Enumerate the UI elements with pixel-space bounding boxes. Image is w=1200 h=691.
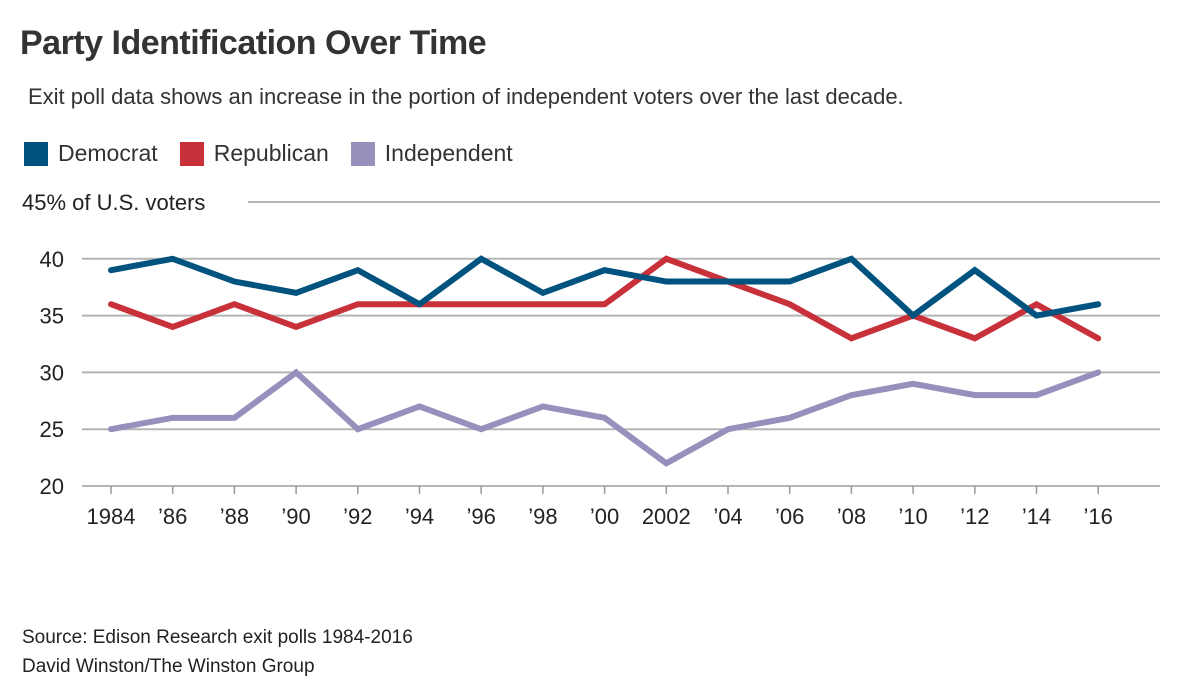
x-tick-label: ’14: [1022, 504, 1051, 529]
x-tick-label: ’90: [281, 504, 310, 529]
legend-item-democrat: Democrat: [24, 140, 158, 167]
x-tick-label: 1984: [87, 504, 136, 529]
legend: Democrat Republican Independent: [24, 140, 513, 167]
x-tick-label: ’96: [467, 504, 496, 529]
x-tick-label: ’94: [405, 504, 434, 529]
x-tick-label: ’00: [590, 504, 619, 529]
chart-title: Party Identification Over Time: [20, 24, 487, 62]
x-tick-label: ’88: [220, 504, 249, 529]
y-tick-label: 20: [40, 474, 64, 499]
y-axis-label: 45% of U.S. voters: [22, 190, 205, 215]
legend-swatch-republican: [179, 141, 204, 166]
x-tick-label: ’98: [528, 504, 557, 529]
y-tick-label: 25: [40, 417, 64, 442]
x-tick-label: ’04: [713, 504, 742, 529]
legend-label-independent: Independent: [384, 140, 513, 166]
x-tick-label: ’92: [343, 504, 372, 529]
x-tick-label: ’16: [1084, 504, 1113, 529]
legend-item-independent: Independent: [350, 140, 513, 167]
y-tick-label: 35: [40, 304, 64, 329]
legend-label-democrat: Democrat: [58, 140, 158, 166]
legend-swatch-democrat: [24, 141, 48, 166]
legend-item-republican: Republican: [179, 140, 329, 167]
chart-subtitle: Exit poll data shows an increase in the …: [28, 84, 904, 109]
x-tick-label: ’08: [837, 504, 866, 529]
x-tick-label: ’06: [775, 504, 804, 529]
legend-label-republican: Republican: [213, 140, 329, 166]
source-line: Source: Edison Research exit polls 1984-…: [22, 627, 413, 648]
credit-line: David Winston/The Winston Group: [22, 656, 315, 677]
legend-swatch-independent: [350, 141, 375, 166]
source-note: Source: Edison Research exit polls 1984-…: [22, 623, 413, 681]
x-tick-label: 2002: [642, 504, 691, 529]
x-tick-label: ’12: [960, 504, 989, 529]
x-tick-label: ’10: [898, 504, 927, 529]
y-tick-label: 30: [40, 360, 64, 385]
x-tick-label: ’86: [158, 504, 187, 529]
y-tick-label: 40: [40, 247, 64, 272]
